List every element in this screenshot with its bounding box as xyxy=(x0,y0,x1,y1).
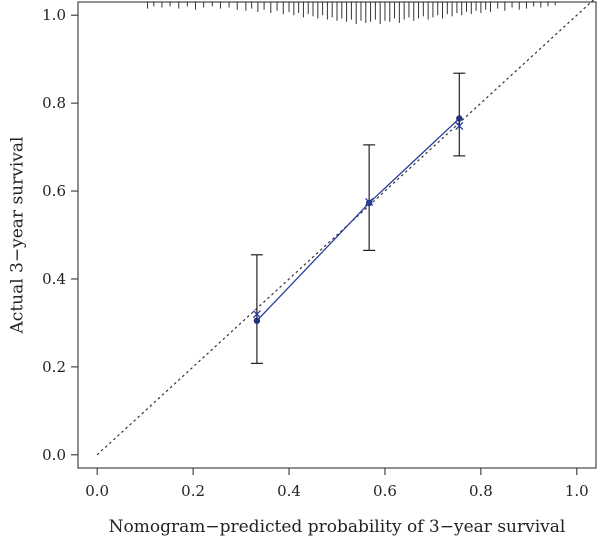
plot-frame xyxy=(77,1,597,469)
x-tick-label: 0.8 xyxy=(469,482,493,500)
y-tick-label: 0.0 xyxy=(42,446,66,464)
x-tick-label: 0.4 xyxy=(277,482,301,500)
x-tick-label: 0.2 xyxy=(181,482,205,500)
x-axis-title: Nomogram−predicted probability of 3−year… xyxy=(109,517,566,537)
x-tick-label: 1.0 xyxy=(565,482,589,500)
x-tick-label: 0.0 xyxy=(85,482,109,500)
calibration-line xyxy=(256,118,460,322)
observed-point xyxy=(456,115,463,122)
y-tick-label: 0.6 xyxy=(42,182,66,200)
axes: 0.0 0.2 0.4 0.6 0.8 1.0 0.0 0.2 0.4 0.6 0.8 1.0 xyxy=(42,1,597,500)
bias-corrected-marker xyxy=(455,121,464,131)
bias-corrected-marker xyxy=(365,197,374,207)
bias-corrected-marker xyxy=(252,310,261,319)
y-tick-label: 0.2 xyxy=(42,358,66,376)
y-tick-label: 1.0 xyxy=(42,6,66,24)
plot-area xyxy=(96,0,595,456)
x-tick-label: 0.6 xyxy=(373,482,397,500)
observed-point xyxy=(253,317,261,324)
y-tick-label: 0.4 xyxy=(42,270,66,288)
y-axis-title: Actual 3−year survival xyxy=(8,137,28,335)
y-tick-label: 0.8 xyxy=(42,94,66,112)
